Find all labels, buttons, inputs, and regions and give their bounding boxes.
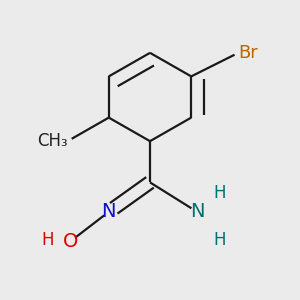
Text: N: N	[101, 202, 116, 221]
Text: O: O	[63, 232, 78, 251]
Text: Br: Br	[238, 44, 258, 62]
Text: CH₃: CH₃	[37, 132, 68, 150]
Text: H: H	[213, 184, 226, 202]
Text: H: H	[213, 231, 226, 249]
Text: N: N	[190, 202, 204, 221]
Text: H: H	[42, 231, 54, 249]
